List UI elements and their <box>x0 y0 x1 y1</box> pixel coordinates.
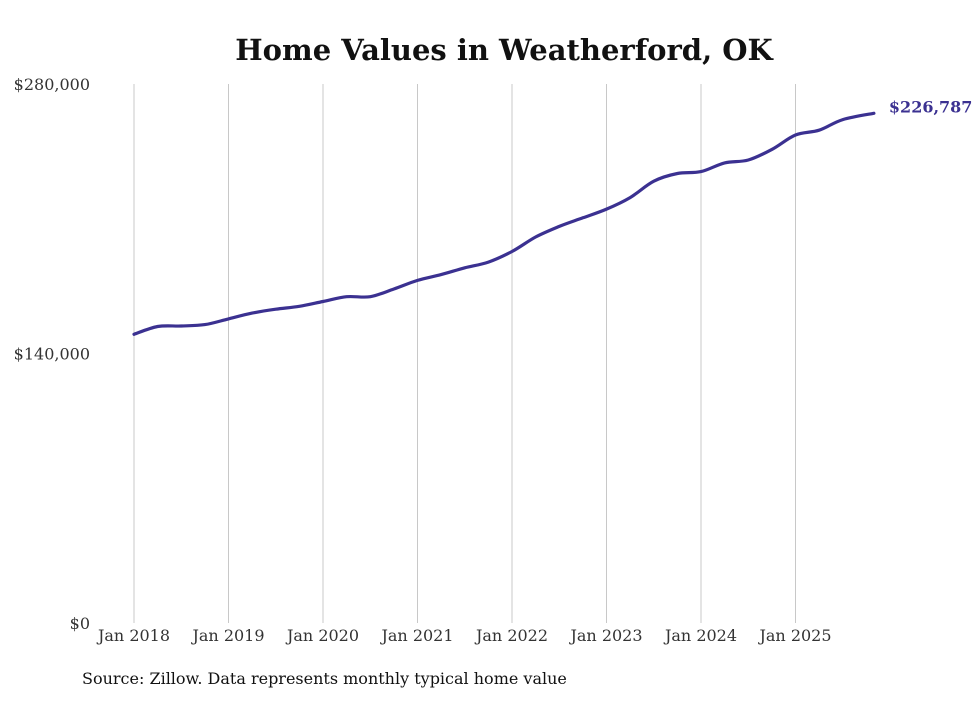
x-tick-label: Jan 2023 <box>568 626 642 645</box>
x-tick-label: Jan 2020 <box>285 626 359 645</box>
x-tick-label: Jan 2019 <box>190 626 264 645</box>
chart-title: Home Values in Weatherford, OK <box>235 33 774 67</box>
y-tick-label: $140,000 <box>14 345 90 364</box>
x-tick-label: Jan 2018 <box>96 626 170 645</box>
x-tick-label: Jan 2021 <box>379 626 453 645</box>
y-axis-ticks: $0 $140,000 $280,000 <box>14 75 90 633</box>
x-axis-ticks: Jan 2018 Jan 2019 Jan 2020 Jan 2021 Jan 2022… <box>96 626 832 645</box>
x-tick-label: Jan 2025 <box>757 626 831 645</box>
vertical-gridlines <box>133 84 796 623</box>
x-tick-label: Jan 2022 <box>474 626 548 645</box>
x-tick-label: Jan 2024 <box>663 626 737 645</box>
series-layer: $226,787 <box>132 97 973 336</box>
y-tick-label: $0 <box>70 614 90 633</box>
series-line <box>132 111 876 336</box>
source-note: Source: Zillow. Data represents monthly … <box>82 669 567 688</box>
end-value-label: $226,787 <box>889 97 973 116</box>
y-tick-label: $280,000 <box>14 75 90 94</box>
